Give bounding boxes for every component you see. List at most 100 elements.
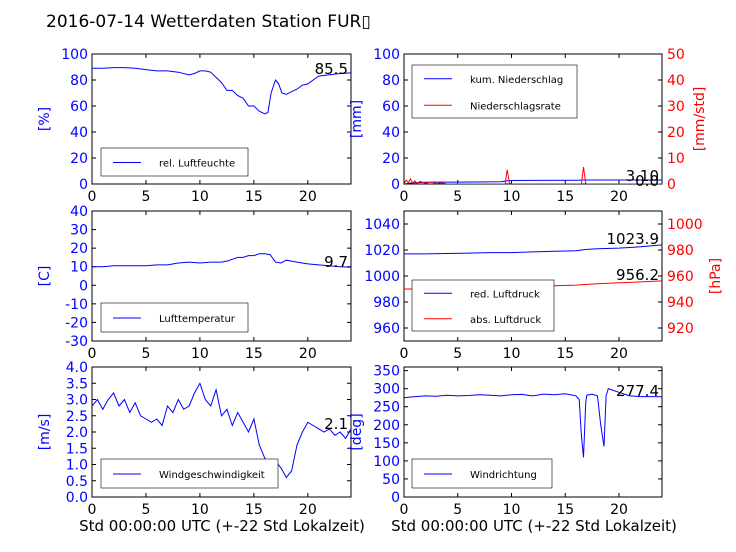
x-tick-label: 15: [556, 189, 574, 205]
y-tick-label: 60: [382, 99, 400, 115]
y-axis-label: [%]: [37, 107, 53, 131]
x-axis-label-left: Std 00:00:00 UTC (+-22 Std Lokalzeit): [79, 517, 365, 535]
x-tick-label: 10: [503, 189, 521, 205]
y-tick-label: 80: [70, 73, 88, 89]
y-tick-label: 20: [70, 151, 88, 167]
y-tick-label: 980: [373, 295, 400, 311]
y-axis-label: [m/s]: [37, 414, 53, 451]
legend-entry: kum. Niederschlag: [470, 75, 563, 86]
y2-tick-label: 10: [667, 151, 685, 167]
figure-title: 2016-07-14 Wetterdaten Station FUR▯: [46, 12, 371, 32]
y-tick-label: 40: [382, 125, 400, 141]
pressure-panel: 0 5 10 15 20 960 980 1000 1020 1040 920 940 960 980 10…: [364, 210, 724, 362]
legend-entry: rel. Luftfeuchte: [159, 159, 235, 170]
x-tick-label: 5: [141, 189, 150, 205]
y-tick-label: 1000: [364, 269, 400, 285]
y-tick-label: 100: [61, 47, 88, 63]
precipitation-panel: 0 5 10 15 20 0 20 40 60 80 100 0 10 20 30 40 50 [mm] [mm/s…: [349, 47, 708, 205]
y-tick-label: 80: [382, 73, 400, 89]
y-tick-label: 0: [391, 490, 400, 506]
y-tick-label: 150: [373, 436, 400, 452]
y-tick-label: 20: [382, 151, 400, 167]
y-tick-label: 40: [70, 204, 88, 220]
legend-box: [100, 458, 279, 489]
x-tick-label: 20: [610, 346, 628, 362]
y-tick-label: 20: [70, 241, 88, 257]
y-tick-label: 2.5: [66, 409, 88, 425]
series-line-1: [404, 388, 662, 458]
y-tick-label: 50: [382, 472, 400, 488]
winddirection-panel: 0 5 10 15 20050100150200250300350[deg]Windri…: [349, 364, 663, 518]
x-tick-label: 10: [191, 189, 209, 205]
y-tick-label: 0.0: [66, 490, 88, 506]
last-value-label: 1023.9: [607, 230, 660, 248]
y-tick-label: 1040: [364, 217, 400, 233]
x-tick-label: 5: [453, 346, 462, 362]
x-tick-label: 20: [299, 189, 317, 205]
y-tick-label: 960: [373, 321, 400, 337]
x-tick-label: 0: [400, 346, 409, 362]
y2-tick-label: 50: [667, 47, 685, 63]
y2-tick-label: 20: [667, 125, 685, 141]
y2-tick-label: 980: [667, 243, 694, 259]
y-tick-label: 10: [70, 260, 88, 276]
x-tick-label: 5: [453, 502, 462, 518]
x-tick-label: 10: [503, 502, 521, 518]
last-value-label: 2.1: [324, 415, 348, 433]
y-tick-label: 2.0: [66, 425, 88, 441]
x-tick-label: 15: [245, 346, 263, 362]
y-axis-label: [mm]: [349, 100, 365, 138]
windspeed-panel: 0 5 10 15 20 0.00.51.01.52.02.53.03.54.0 [m/s]…: [37, 360, 352, 518]
last-value-label: 3.10: [626, 167, 659, 185]
y2-axis-label: [hPa]: [708, 258, 724, 294]
y2-tick-label: 940: [667, 295, 694, 311]
x-tick-label: 0: [400, 189, 409, 205]
y-tick-label: 200: [373, 418, 400, 434]
series-line-1: [92, 382, 351, 479]
x-tick-label: 5: [141, 502, 150, 518]
y2-tick-label: 920: [667, 321, 694, 337]
legend-entry: red. Luftdruck: [470, 289, 540, 300]
series-line-2: [404, 167, 662, 184]
legend-entry: Niederschlagsrate: [470, 101, 561, 112]
x-tick-label: 20: [610, 189, 628, 205]
x-tick-label: 15: [556, 502, 574, 518]
x-tick-label: 5: [141, 346, 150, 362]
y-tick-label: 100: [373, 454, 400, 470]
y-tick-label: 4.0: [66, 360, 88, 376]
y-tick-label: 40: [70, 125, 88, 141]
y-tick-label: 3.0: [66, 393, 88, 409]
y-tick-label: -20: [65, 315, 88, 331]
x-tick-label: 10: [191, 346, 209, 362]
x-axis-label-right: Std 00:00:00 UTC (+-22 Std Lokalzeit): [391, 517, 677, 535]
y2-tick-label: 40: [667, 73, 685, 89]
x-tick-label: 20: [299, 502, 317, 518]
legend-box: [411, 64, 578, 119]
y2-tick-label: 1000: [667, 217, 703, 233]
legend-box: [411, 279, 555, 332]
legend-entry: Windrichtung: [470, 470, 537, 481]
y-tick-label: -10: [65, 297, 88, 313]
y-tick-label: 100: [373, 47, 400, 63]
y-tick-label: 3.5: [66, 376, 88, 392]
x-tick-label: 0: [88, 346, 97, 362]
last-value-label: 0.0: [635, 172, 659, 190]
y-tick-label: 1.0: [66, 458, 88, 474]
y2-tick-label: 960: [667, 269, 694, 285]
y-tick-label: 350: [373, 364, 400, 380]
series-line-1: [92, 67, 351, 115]
y2-tick-label: 30: [667, 99, 685, 115]
x-tick-label: 20: [299, 346, 317, 362]
y-tick-label: 0.5: [66, 474, 88, 490]
y-axis-label: [deg]: [349, 413, 365, 450]
temperature-panel: 0 5 10 15 20 -30 -20 -10 0 10 20 30 40 [C] Lufttempera…: [37, 204, 352, 362]
legend-entry: Lufttemperatur: [159, 314, 236, 325]
x-tick-label: 10: [191, 502, 209, 518]
x-tick-label: 0: [400, 502, 409, 518]
y-tick-label: 1.5: [66, 441, 88, 457]
y-tick-label: 0: [79, 177, 88, 193]
legend-entry: abs. Luftdruck: [470, 315, 541, 326]
x-tick-label: 15: [245, 189, 263, 205]
